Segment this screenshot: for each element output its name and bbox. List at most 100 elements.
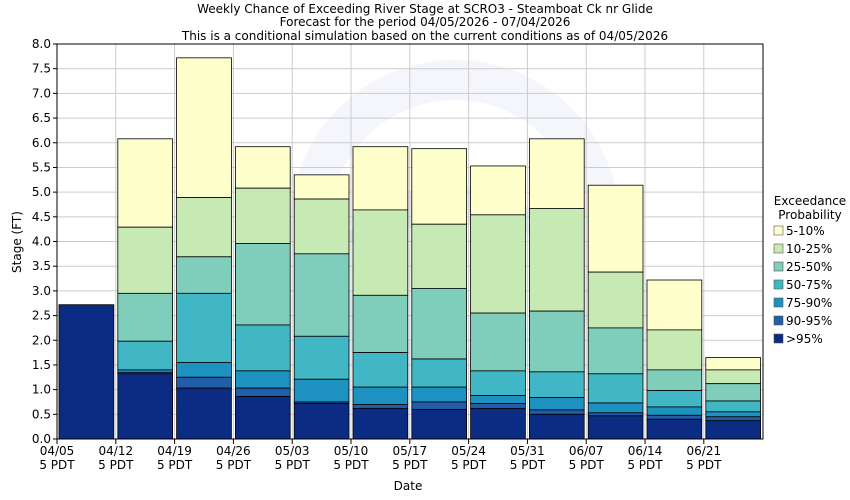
legend-entry-label: 25-50% <box>786 260 832 274</box>
x-tick-date-label: 06/07 <box>569 444 604 458</box>
bar-segment-week10-band2 <box>587 271 644 329</box>
x-tick-date-label: 05/31 <box>510 444 545 458</box>
bar-segment-week6-band6 <box>352 404 409 409</box>
legend-entry-label: 75-90% <box>786 296 832 310</box>
y-tick-label: 0.0 <box>32 432 51 446</box>
legend-swatch <box>773 297 784 308</box>
legend-swatch <box>773 315 784 326</box>
bar-segment-week7-band2 <box>411 223 467 289</box>
bar-segment-week2-band2 <box>117 226 174 294</box>
legend-entry-label: >95% <box>786 332 823 346</box>
bar-segment-week9-band6 <box>529 409 585 415</box>
bar-segment-week8-band7 <box>470 407 526 440</box>
bar-segment-week9-band1 <box>529 138 585 209</box>
x-tick-tz-label: 5 PDT <box>98 458 134 472</box>
x-tick-tz-label: 5 PDT <box>333 458 369 472</box>
bar-segment-week10-band3 <box>587 327 644 375</box>
bars-layer <box>58 57 761 440</box>
bar-segment-week11-band7 <box>646 418 703 440</box>
x-tick-date-label: 05/17 <box>393 444 428 458</box>
bar-segment-week4-band5 <box>234 370 291 389</box>
bar-segment-week3-band6 <box>176 376 232 389</box>
y-tick-label: 7.0 <box>32 86 51 100</box>
bar-segment-week4-band3 <box>234 243 291 326</box>
y-tick-label: 5.0 <box>32 185 51 199</box>
bar-segment-week10-band5 <box>587 402 644 414</box>
bar-segment-week9-band7 <box>529 413 585 440</box>
y-tick-label: 6.0 <box>32 136 51 150</box>
y-tick-label: 1.0 <box>32 383 51 397</box>
bar-segment-week4-band6 <box>234 387 291 397</box>
bar-segment-week6-band2 <box>352 209 409 296</box>
bar-segment-week12-band6 <box>705 416 761 422</box>
x-tick-date-label: 04/26 <box>216 444 251 458</box>
bar-segment-week1-band7 <box>58 304 115 440</box>
x-tick-tz-label: 5 PDT <box>510 458 546 472</box>
bar-segment-week9-band2 <box>529 208 585 312</box>
bar-segment-week10-band4 <box>587 373 644 404</box>
bar-segment-week3-band2 <box>176 197 232 258</box>
legend: Exceedance Probability 5-10% 10-25% 25-50%… <box>773 194 846 346</box>
legend-swatch <box>773 261 784 272</box>
bar-segment-week3-band1 <box>176 57 232 198</box>
x-tick-date-label: 05/24 <box>451 444 486 458</box>
legend-entry-label: 10-25% <box>786 242 832 256</box>
legend-swatch <box>773 279 784 290</box>
bar-segment-week3-band7 <box>176 387 232 440</box>
bar-segment-week2-band3 <box>117 292 174 342</box>
y-tick-label: 4.5 <box>32 210 51 224</box>
x-axis-label: Date <box>394 479 423 493</box>
x-tick-tz-label: 5 PDT <box>216 458 252 472</box>
y-tick-label: 7.5 <box>32 62 51 76</box>
bar-segment-week6-band3 <box>352 294 409 353</box>
y-tick-label: 0.5 <box>32 407 51 421</box>
bar-segment-week6-band1 <box>352 146 409 211</box>
y-tick-label: 4.0 <box>32 235 51 249</box>
x-tick-tz-label: 5 PDT <box>627 458 663 472</box>
bar-segment-week8-band6 <box>470 403 526 409</box>
bar-segment-week11-band6 <box>646 414 703 420</box>
legend-title-line2: Probability <box>778 208 841 222</box>
y-tick-label: 8.0 <box>32 37 51 51</box>
bar-segment-week4-band1 <box>234 146 291 189</box>
bar-segment-week5-band3 <box>293 253 350 337</box>
bar-segment-week6-band4 <box>352 352 409 388</box>
bar-segment-week7-band1 <box>411 148 467 225</box>
x-tick-tz-label: 5 PDT <box>39 458 75 472</box>
bar-segment-week4-band2 <box>234 187 291 244</box>
x-tick-date-label: 04/12 <box>99 444 134 458</box>
bar-segment-week12-band4 <box>705 400 761 413</box>
bar-segment-week9-band5 <box>529 397 585 411</box>
chart-subtitle-conditions: This is a conditional simulation based o… <box>181 29 668 43</box>
bar-segment-week5-band1 <box>293 174 350 200</box>
bar-segment-week6-band7 <box>352 407 409 440</box>
bar-segment-week7-band5 <box>411 386 467 403</box>
bar-segment-week5-band5 <box>293 378 350 403</box>
x-tick-tz-label: 5 PDT <box>451 458 487 472</box>
bar-segment-week8-band2 <box>470 214 526 314</box>
bar-segment-week10-band6 <box>587 412 644 417</box>
y-tick-label: 2.0 <box>32 333 51 347</box>
bar-segment-week11-band2 <box>646 329 703 371</box>
bar-segment-week10-band7 <box>587 415 644 440</box>
bar-segment-week8-band4 <box>470 370 526 396</box>
x-tick-tz-label: 5 PDT <box>392 458 428 472</box>
bar-segment-week6-band5 <box>352 386 409 405</box>
x-tick-tz-label: 5 PDT <box>275 458 311 472</box>
y-tick-label: 1.5 <box>32 358 51 372</box>
legend-swatch <box>773 243 784 254</box>
bar-segment-week11-band5 <box>646 406 703 416</box>
bar-segment-week7-band7 <box>411 408 467 440</box>
bar-segment-week11-band1 <box>646 279 703 331</box>
bar-segment-week12-band5 <box>705 411 761 418</box>
bar-segment-week5-band7 <box>293 403 350 440</box>
bar-segment-week11-band4 <box>646 390 703 408</box>
x-tick-date-label: 04/05 <box>40 444 75 458</box>
bar-segment-week7-band4 <box>411 358 467 388</box>
bar-segment-week4-band7 <box>234 396 291 440</box>
bar-segment-week12-band1 <box>705 357 761 371</box>
y-tick-label: 3.0 <box>32 284 51 298</box>
x-tick-date-label: 04/19 <box>157 444 192 458</box>
x-tick-date-label: 06/14 <box>628 444 663 458</box>
